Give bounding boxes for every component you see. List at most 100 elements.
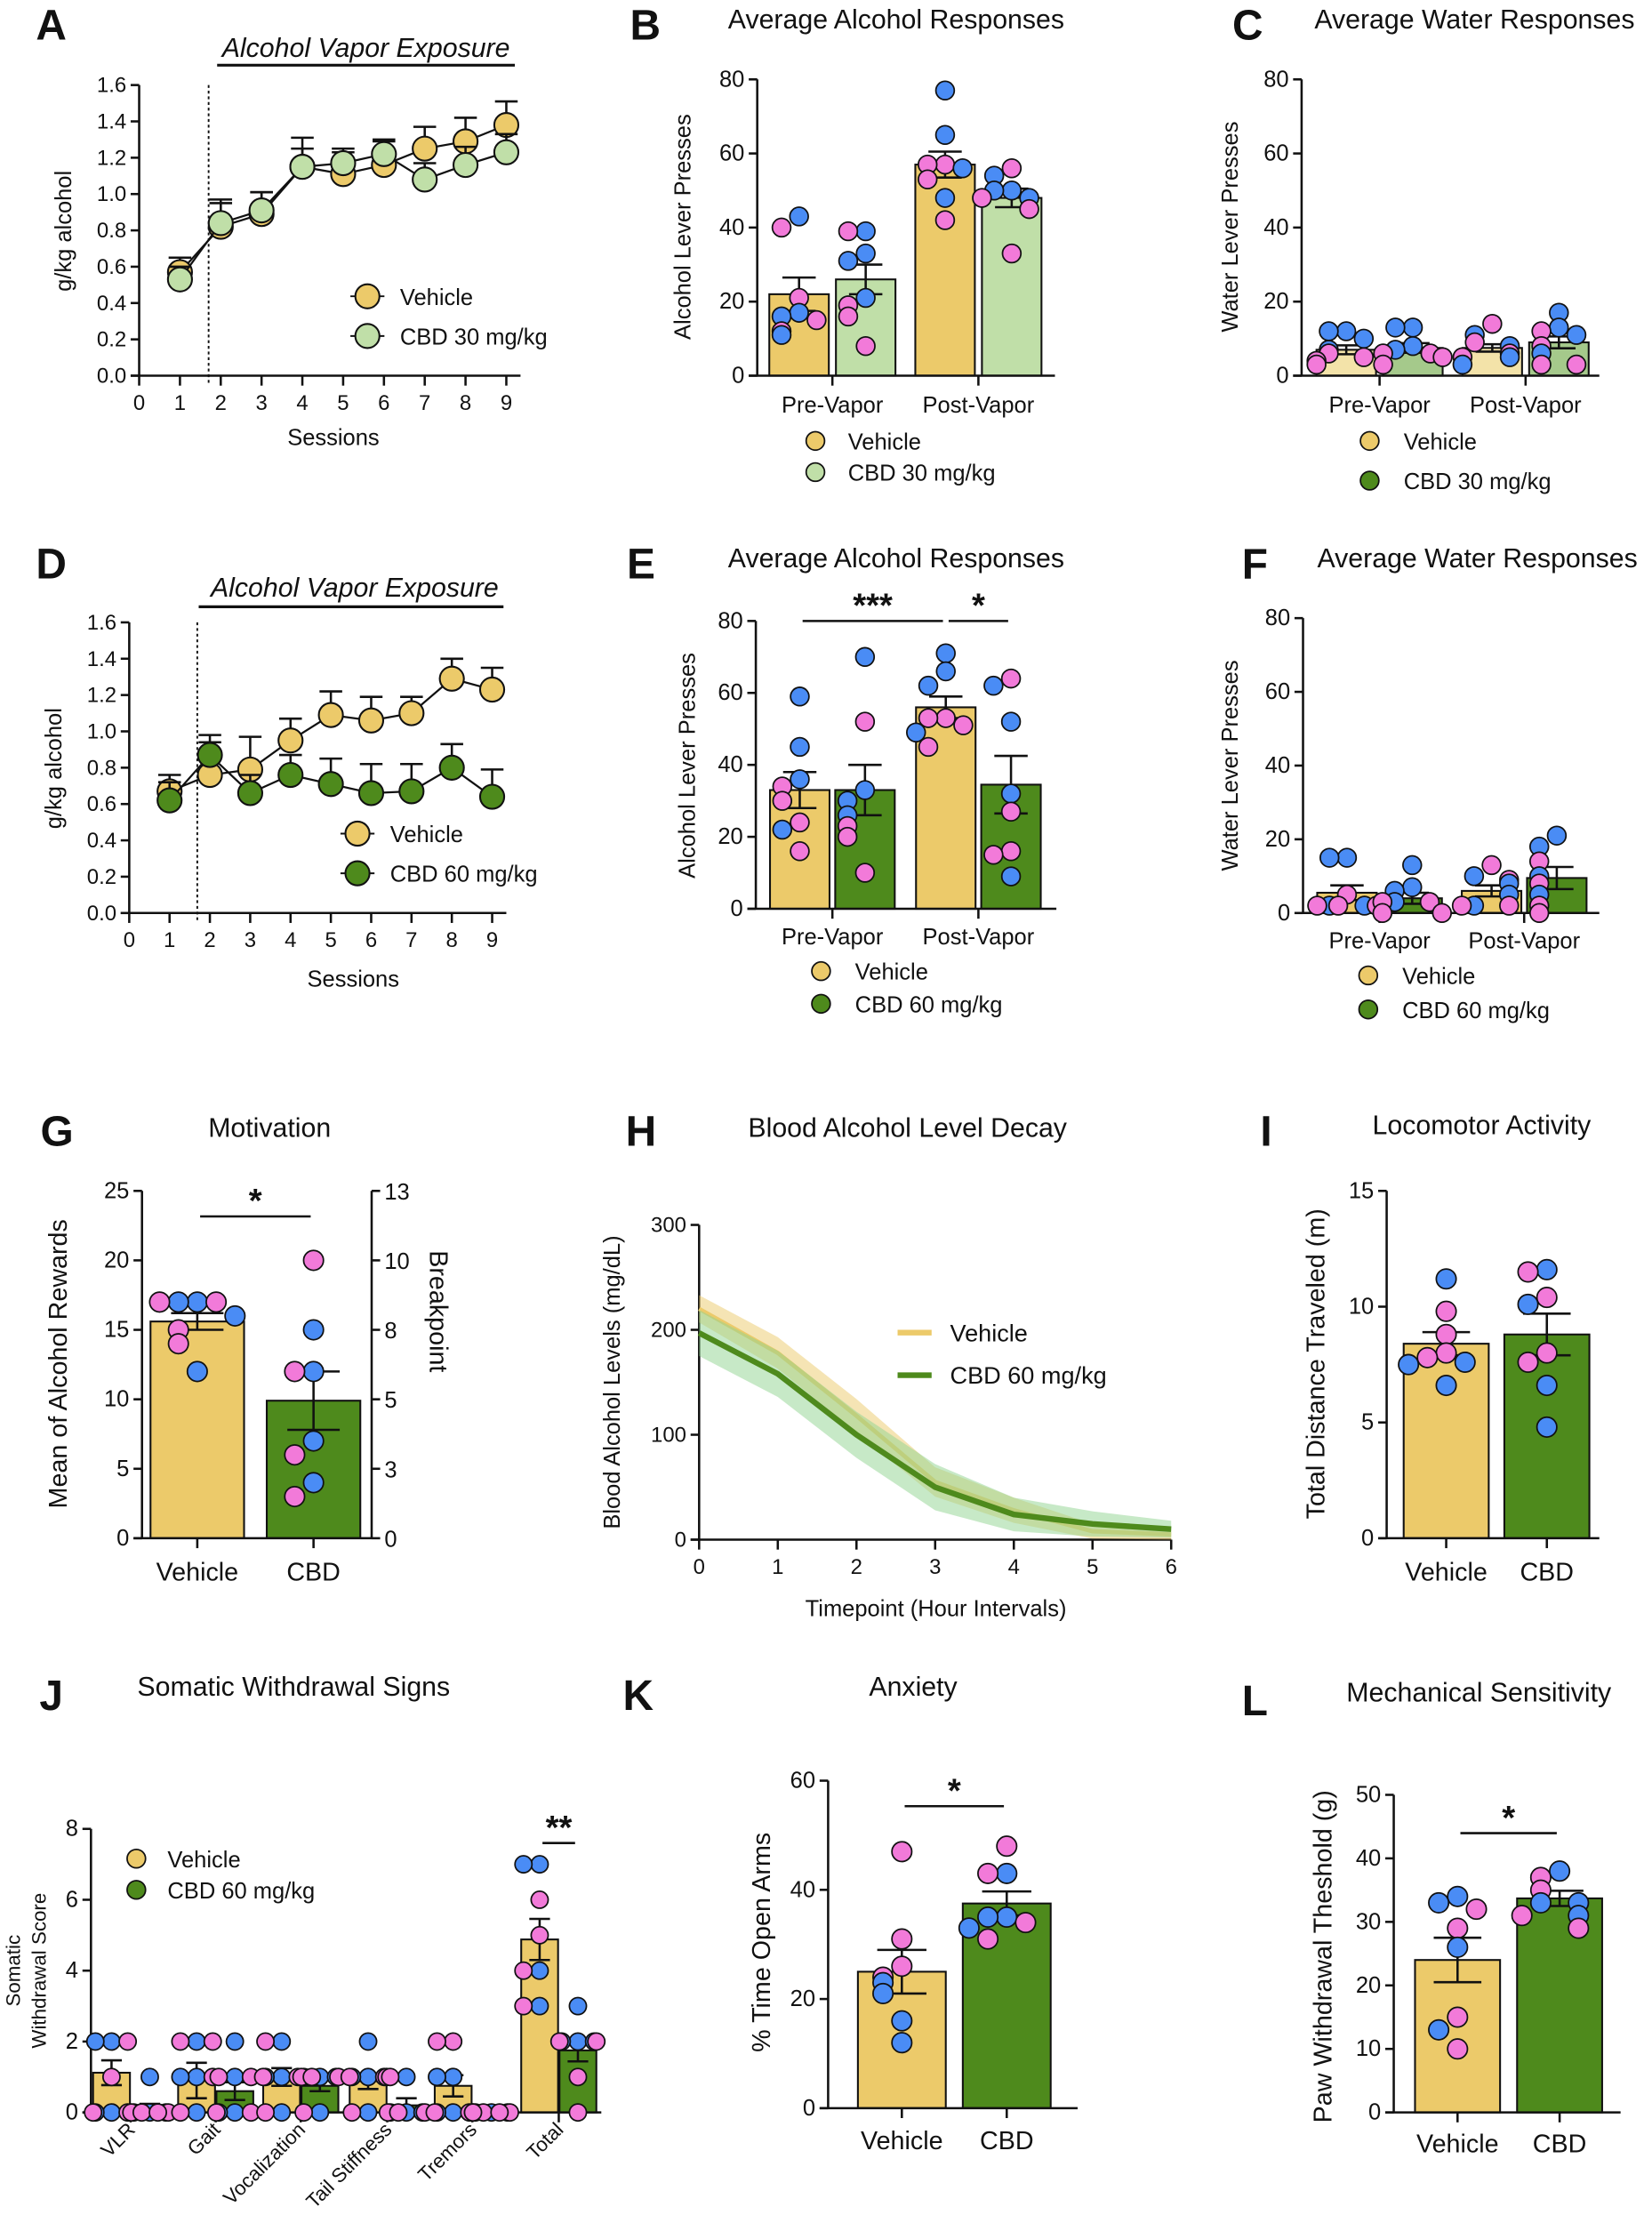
legend-marker [805,430,826,452]
chart-title: Motivation [208,1114,331,1144]
x-tick-label: 3 [245,928,256,952]
x-tick-label: Pre-Vapor [782,925,884,950]
data-point [1428,1891,1450,1914]
x-tick-label: 0 [124,928,135,952]
legend-label: Vehicle [1402,965,1475,990]
data-point [935,661,956,682]
data-point [1546,825,1568,846]
data-point [530,1890,549,1909]
legend-label: CBD 60 mg/kg [950,1361,1107,1389]
data-point [1306,354,1327,375]
data-point [490,2103,509,2123]
data-point [854,780,876,800]
x-tick-label: Vehicle [861,2127,943,2155]
y-tick-label: 0 [803,2096,815,2121]
data-point [790,769,810,790]
y-tick-label: 20 [718,824,742,849]
y-tick-label: 50 [1356,1782,1381,1807]
y-tick-label: 0.2 [97,328,126,352]
y-tick-label: 40 [1263,215,1288,240]
data-point [891,1841,913,1863]
data-point [1327,895,1349,916]
x-tick-label: 6 [378,391,389,415]
x-tick-label: 6 [365,928,377,952]
data-point [1447,2038,1469,2060]
data-point [1336,847,1358,868]
data-point [428,2032,446,2051]
data-point [203,2032,222,2051]
data-point [838,306,859,327]
x-tick-label: Pre-Vapor [1328,929,1431,954]
data-point [934,124,956,146]
data-point [568,1996,588,2016]
data-point [463,2103,483,2123]
data-point [1001,243,1022,264]
y2-tick-label: 8 [384,1319,397,1344]
data-point [205,1291,228,1313]
panel-letter: K [622,1673,654,1720]
data-point [1435,1374,1457,1397]
data-point [838,251,859,271]
y-tick-label: 0 [675,1528,686,1552]
legend-label: CBD 30 mg/kg [1404,469,1552,494]
y-tick-label: 1.6 [97,74,126,98]
data-point [302,2067,322,2087]
bar [1414,1959,1502,2114]
chart-title: Blood Alcohol Level Decay [748,1114,1067,1144]
y-tick-label: 0.6 [97,255,126,279]
x-tick-label: 5 [325,928,336,952]
data-point [478,783,506,810]
x-axis-label: Sessions [308,967,399,992]
data-point [1000,841,1022,862]
y-tick-label: 1.2 [97,146,126,170]
x-tick-label: 6 [1166,1555,1177,1579]
data-point [302,1249,325,1272]
y-axis-label: g/kg alcohol [52,171,76,292]
bar [1516,1897,1603,2114]
data-point [1398,1353,1420,1376]
data-point [952,158,973,179]
data-point [284,1485,306,1508]
y-tick-label: 10 [104,1387,129,1412]
data-point [855,335,876,357]
data-point [1517,1351,1539,1374]
x-tick-label: 3 [929,1555,941,1579]
x-tick-label: 1 [174,391,186,415]
y-tick-label: 0 [731,896,743,921]
data-point [934,210,956,230]
data-point [237,780,264,807]
legend-label: CBD 60 mg/kg [167,1879,315,1904]
y-tick-label: 0.6 [87,792,116,816]
data-point [953,715,974,735]
data-point [371,140,397,167]
data-point [186,1360,208,1383]
panel-letter: G [40,1108,73,1155]
panel-letter: D [36,542,67,589]
data-point [530,1961,549,1980]
data-point [444,2103,463,2123]
chart-title: Mechanical Sensitivity [1346,1678,1612,1707]
data-point [838,221,859,242]
y-tick-label: 6 [66,1887,78,1912]
data-point [1402,335,1423,357]
data-point [790,736,810,758]
y-tick-label: 40 [719,215,744,240]
legend-label: Vehicle [855,960,928,985]
chart-title: Locomotor Activity [1373,1112,1592,1141]
data-point [187,2103,206,2123]
data-point [101,2103,121,2123]
x-tick-label: 3 [256,391,268,415]
panel-letter: L [1242,1678,1268,1725]
data-point [302,1319,325,1341]
x-tick-label: 1 [772,1555,783,1579]
data-point [906,722,926,743]
data-point [935,708,956,728]
data-point [1435,1323,1457,1345]
significance-label: * [972,587,985,625]
legend-label: Vehicle [167,1848,240,1873]
y-tick-label: 0.0 [87,902,116,926]
data-point [1447,2006,1469,2028]
y-tick-label: 80 [1263,67,1288,92]
data-point [891,2032,913,2054]
data-point [156,787,183,814]
